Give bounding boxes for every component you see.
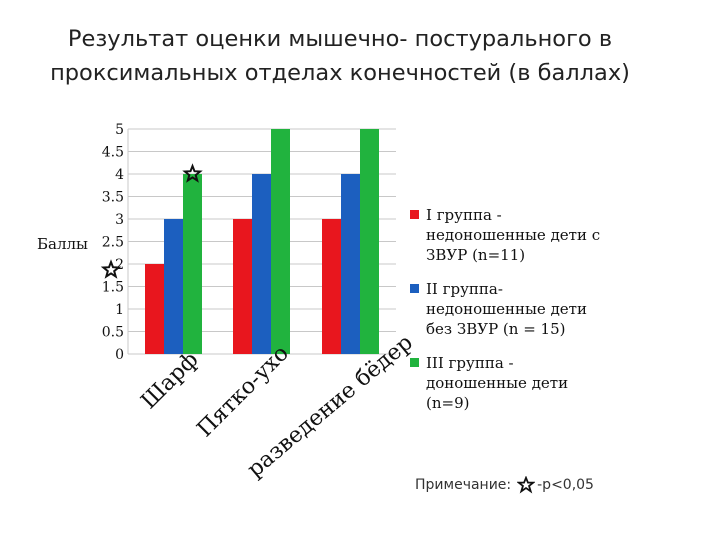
y-tick-label: 3.5 [102,190,124,206]
chart-legend: I группа - недоношенные дети с ЗВУР (n=1… [410,205,610,427]
bar-group1-cat1 [145,264,164,354]
bar-group1-cat3 [322,219,341,354]
footnote: Примечание: -p<0,05 [415,476,594,494]
bar-group3-cat1 [183,174,202,354]
y-tick-label: 4.5 [102,145,124,161]
legend-swatch-group2 [410,284,419,293]
y-tick-label: 0.5 [102,325,124,341]
significance-stars [100,163,203,279]
x-tick-label: Шарф [137,347,204,414]
legend-label-group3: III группа - доношенные дети (n=9) [426,354,569,412]
star-icon [182,163,203,183]
chart-bars [145,129,379,354]
bar-group3-cat2 [271,129,290,354]
bar-group2-cat2 [252,174,271,354]
chart-title-line2: проксимальных отделах конечностей (в бал… [50,60,630,86]
legend-label-group1: I группа - недоношенные дети с ЗВУР (n=1… [426,206,601,264]
footnote-suffix: -p<0,05 [537,477,594,493]
chart-title: Результат оценки мышечно- постурального … [20,22,660,90]
x-tick-label: Пятко-ухо [193,341,294,442]
y-tick-label: 1 [115,302,124,318]
bar-group1-cat2 [233,219,252,354]
y-tick-label: 3 [115,212,124,228]
legend-swatch-group1 [410,210,419,219]
y-tick-label: 2 [115,257,124,273]
legend-label-group2: II группа- недоношенные дети без ЗВУР (n… [426,280,587,338]
footnote-prefix: Примечание: [415,477,512,493]
y-tick-label: 4 [115,167,124,183]
star-icon [517,476,536,494]
y-tick-label: 1.5 [102,280,124,296]
legend-item-group1: I группа - недоношенные дети с ЗВУР (n=1… [410,205,610,265]
star-icon [100,259,122,279]
legend-item-group3: III группа - доношенные дети (n=9) [410,353,610,413]
y-tick-label: 0 [115,347,124,363]
bar-group3-cat3 [360,129,379,354]
y-tick-labels: 0 0.5 1 1.5 2 2.5 3 3.5 4 4.5 5 [102,122,124,363]
bar-group2-cat1 [164,219,183,354]
chart-title-line1: Результат оценки мышечно- постурального … [67,26,613,52]
y-tick-label: 2.5 [102,235,124,251]
y-axis-label: Баллы [37,235,88,253]
y-tick-label: 5 [115,122,124,138]
bar-group2-cat3 [341,174,360,354]
legend-swatch-group3 [410,358,419,367]
legend-item-group2: II группа- недоношенные дети без ЗВУР (n… [410,279,610,339]
